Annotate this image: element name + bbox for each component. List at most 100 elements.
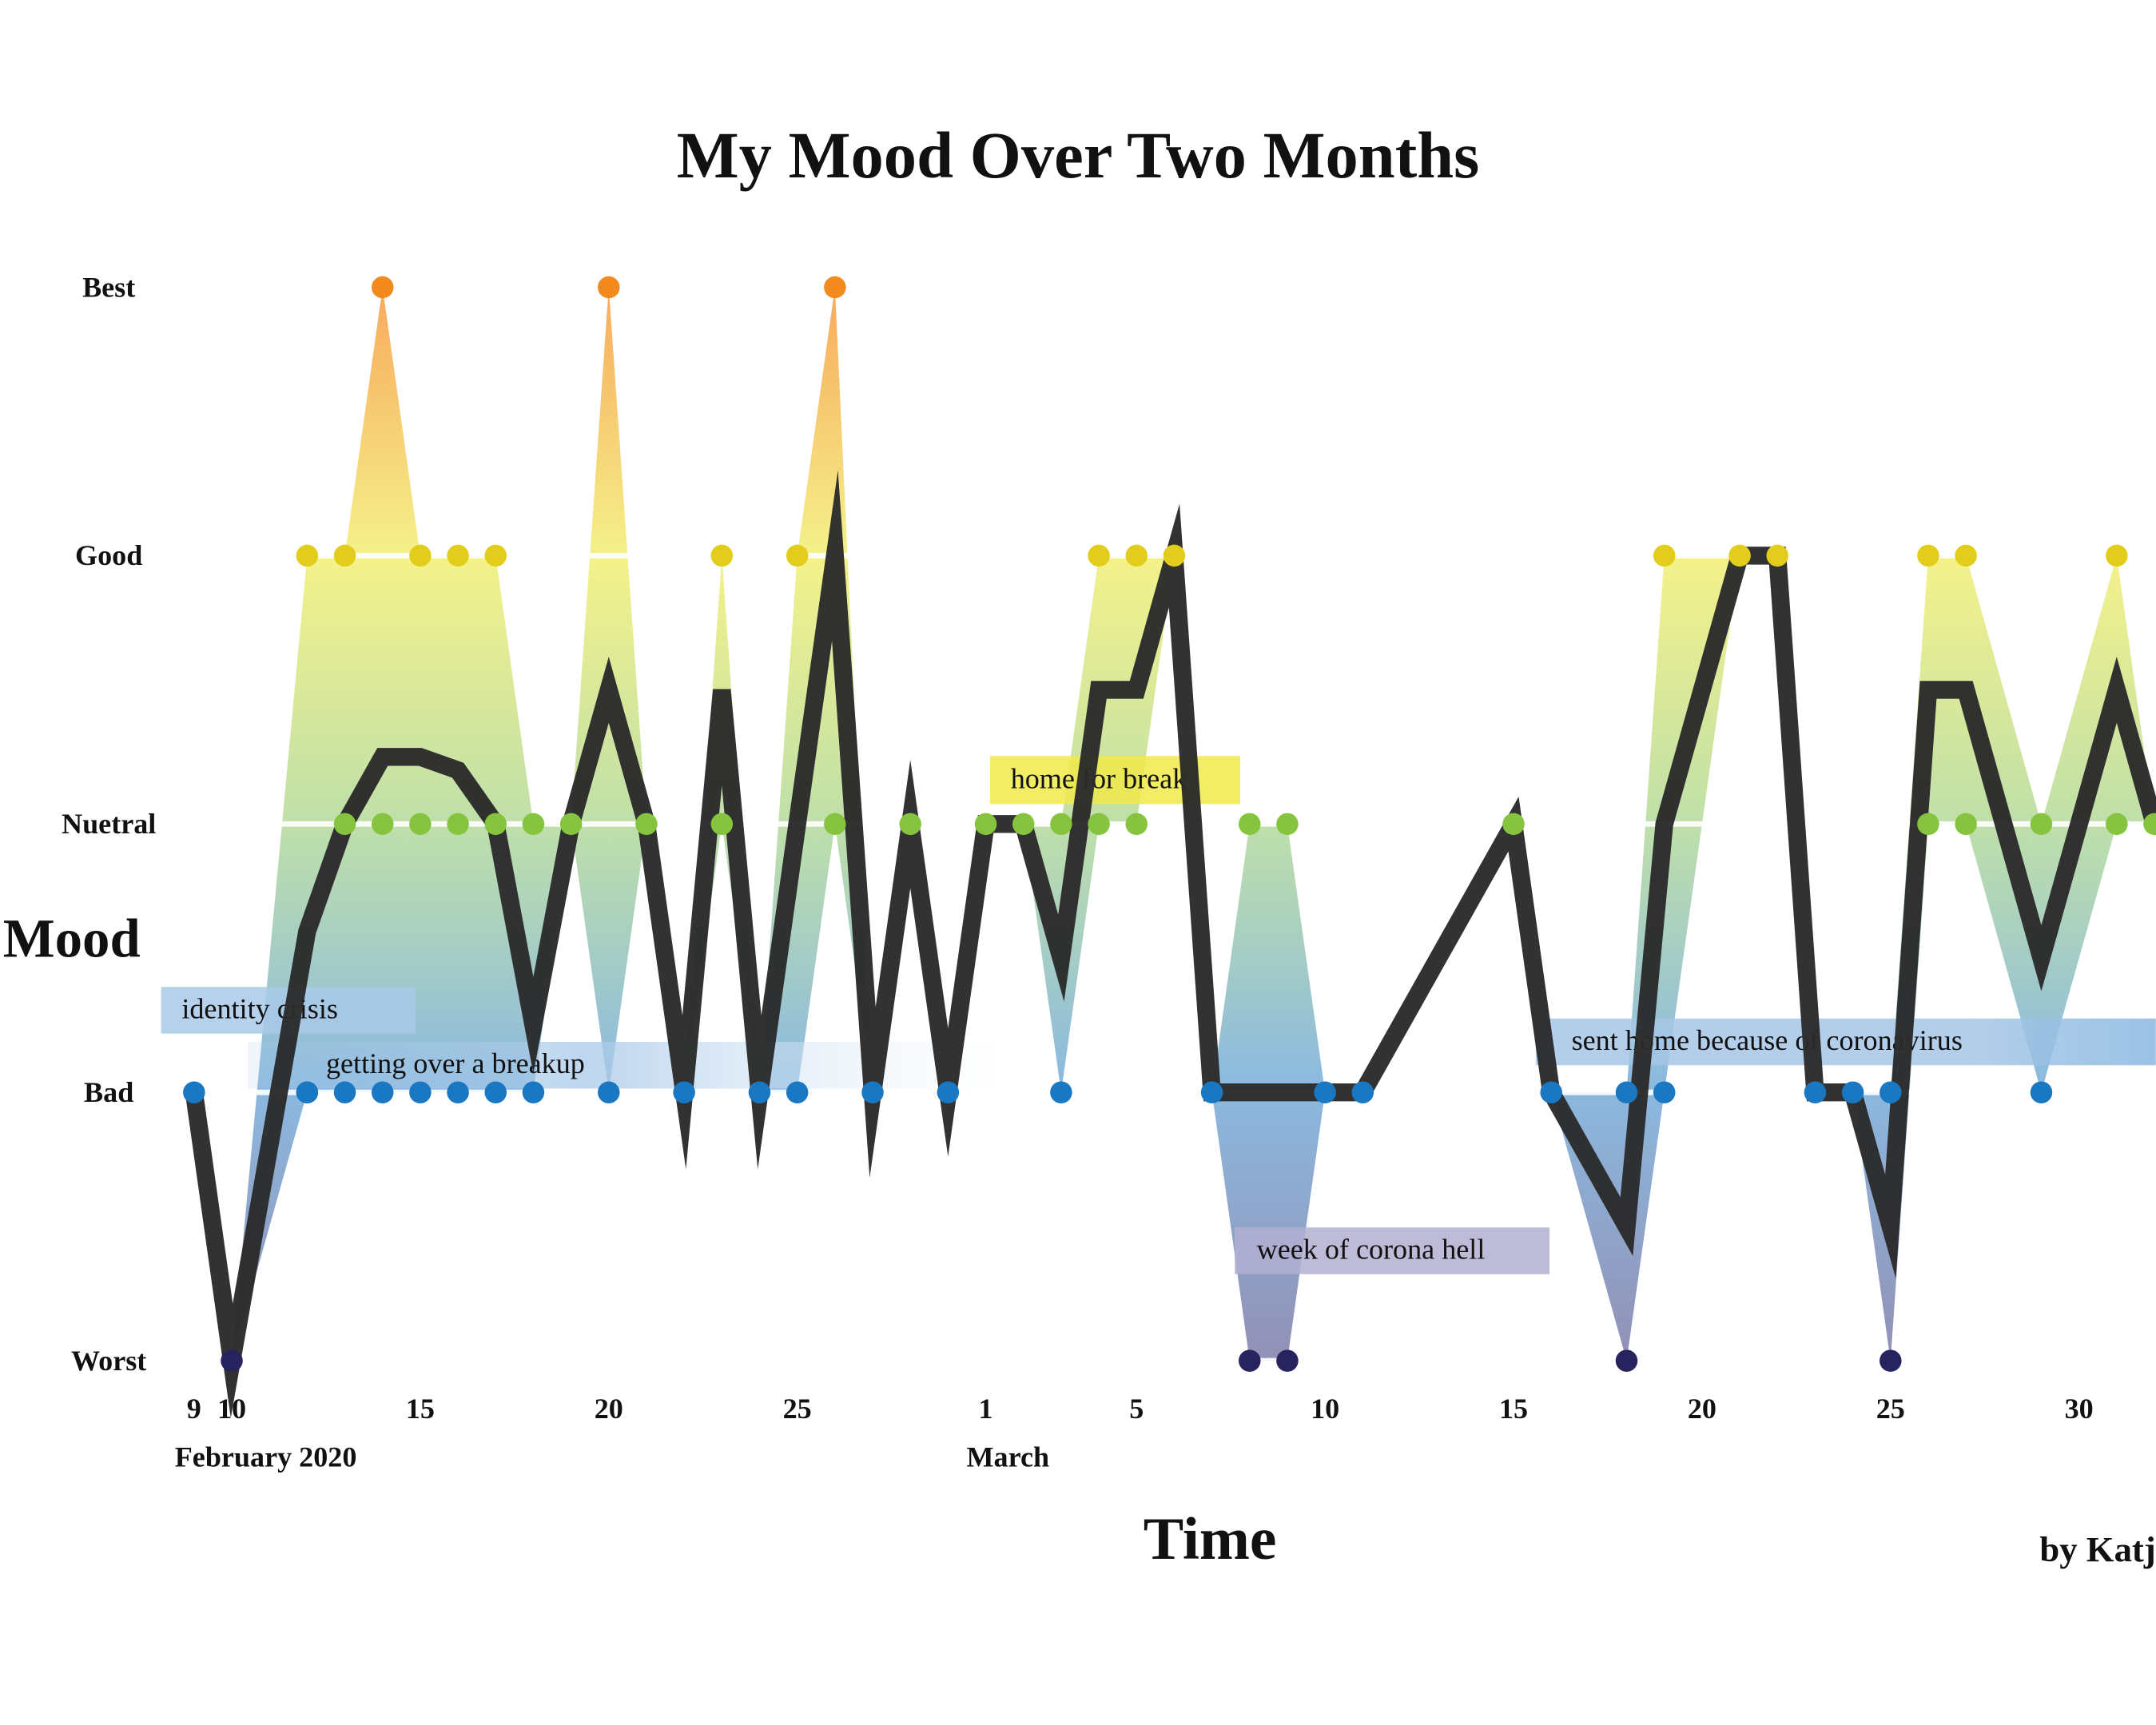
mood-entry-dot — [447, 1081, 469, 1103]
mood-entry-dot — [1653, 544, 1676, 567]
x-tick-label: 15 — [1499, 1393, 1528, 1425]
mood-entry-dot — [974, 813, 997, 836]
y-tick-label: Worst — [71, 1345, 146, 1377]
mood-entry-dot — [2143, 813, 2156, 836]
x-tick-label: 20 — [595, 1393, 623, 1425]
mood-entry-dot — [598, 276, 620, 299]
mood-entry-dot — [484, 813, 507, 836]
line-layer — [185, 470, 2156, 1418]
mood-entry-dot — [635, 813, 658, 836]
mood-entry-dot — [2030, 1081, 2053, 1103]
y-tick-label: Best — [82, 271, 135, 303]
credit: by Katj — [2039, 1529, 2155, 1569]
mood-entry-dot — [1540, 1081, 1562, 1103]
mood-entry-dot — [409, 813, 432, 836]
chart-title: My Mood Over Two Months — [677, 118, 1480, 192]
mood-entry-dot — [824, 276, 846, 299]
mood-entry-dot — [371, 1081, 394, 1103]
mood-entry-dot — [786, 1081, 809, 1103]
x-tick-label: 9 — [187, 1393, 201, 1425]
mood-line — [185, 470, 2156, 1418]
x-tick-label: 10 — [217, 1393, 246, 1425]
mood-entry-dot — [371, 813, 394, 836]
y-axis-label: Mood — [3, 908, 141, 969]
mood-entry-dot — [522, 813, 545, 836]
month-label: February 2020 — [175, 1441, 357, 1473]
mood-entry-dot — [484, 544, 507, 567]
mood-entry-dot — [1276, 813, 1299, 836]
mood-entry-dot — [1239, 813, 1261, 836]
mood-entry-dot — [1615, 1349, 1638, 1372]
mood-entry-dot — [522, 1081, 545, 1103]
mood-entry-dot — [484, 1081, 507, 1103]
mood-entry-dot — [1880, 1349, 1902, 1372]
annotation-text: week of corona hell — [1257, 1234, 1486, 1266]
mood-entry-dot — [1955, 544, 1977, 567]
mood-entry-dot — [296, 1081, 319, 1103]
mood-entry-dot — [598, 1081, 620, 1103]
x-axis-label: Time — [1144, 1506, 1277, 1572]
mood-entry-dot — [333, 1081, 356, 1103]
mood-entry-dot — [1125, 544, 1148, 567]
mood-entry-dot — [1804, 1081, 1827, 1103]
mood-entry-dot — [1314, 1081, 1336, 1103]
mood-entry-dot — [1615, 1081, 1638, 1103]
mood-entry-dot — [296, 544, 319, 567]
mood-entry-dot — [1050, 813, 1072, 836]
y-tick-label: Good — [75, 539, 142, 571]
annotation-box — [1235, 1227, 1550, 1274]
mood-entry-dot — [1766, 544, 1789, 567]
mood-entry-dot — [447, 813, 469, 836]
mood-entry-dot — [409, 544, 432, 567]
mood-entry-dot — [1163, 544, 1186, 567]
mood-entry-dot — [1841, 1081, 1864, 1103]
x-tick-label: 1 — [979, 1393, 993, 1425]
mood-entry-dot — [221, 1349, 243, 1372]
mood-entry-dot — [937, 1081, 960, 1103]
mood-entry-dot — [899, 813, 921, 836]
mood-entry-dot — [371, 276, 394, 299]
mood-entry-dot — [1276, 1349, 1299, 1372]
mood-entry-dot — [786, 544, 809, 567]
mood-entry-dot — [1088, 544, 1110, 567]
mood-entry-dot — [1012, 813, 1035, 836]
mood-entry-dot — [2030, 813, 2053, 836]
y-tick-label: Nuetral — [62, 808, 156, 840]
annotation-text: home for break — [1011, 762, 1188, 794]
mood-entry-dot — [1088, 813, 1110, 836]
mood-entry-dot — [1351, 1081, 1374, 1103]
month-label: March — [966, 1441, 1049, 1473]
x-tick-label: 15 — [406, 1393, 435, 1425]
mood-entry-dot — [1728, 544, 1751, 567]
x-tick-label: 30 — [2065, 1393, 2094, 1425]
dot-layer — [183, 276, 2156, 1372]
mood-entry-dot — [861, 1081, 884, 1103]
mood-entry-dot — [1050, 1081, 1072, 1103]
mood-entry-dot — [1653, 1081, 1676, 1103]
mood-entry-dot — [409, 1081, 432, 1103]
mood-entry-dot — [1917, 813, 1939, 836]
mood-entry-dot — [447, 544, 469, 567]
mood-entry-dot — [1880, 1081, 1902, 1103]
mood-entry-dot — [710, 544, 734, 567]
mood-entry-dot — [1239, 1349, 1261, 1372]
x-tick-label: 10 — [1311, 1393, 1339, 1425]
mood-entry-dot — [1125, 813, 1148, 836]
annotation-text: identity crisis — [181, 992, 338, 1024]
mood-entry-dot — [2106, 813, 2128, 836]
y-tick-label: Bad — [84, 1076, 133, 1108]
mood-entry-dot — [333, 544, 356, 567]
mood-entry-dot — [824, 813, 846, 836]
mood-entry-dot — [673, 1081, 695, 1103]
mood-entry-dot — [1917, 544, 1939, 567]
mood-entry-dot — [559, 813, 583, 836]
mood-entry-dot — [183, 1081, 205, 1103]
mood-entry-dot — [333, 813, 356, 836]
mood-entry-dot — [748, 1081, 771, 1103]
x-tick-label: 20 — [1688, 1393, 1716, 1425]
x-tick-label: 5 — [1129, 1393, 1144, 1425]
x-tick-label: 25 — [783, 1393, 812, 1425]
